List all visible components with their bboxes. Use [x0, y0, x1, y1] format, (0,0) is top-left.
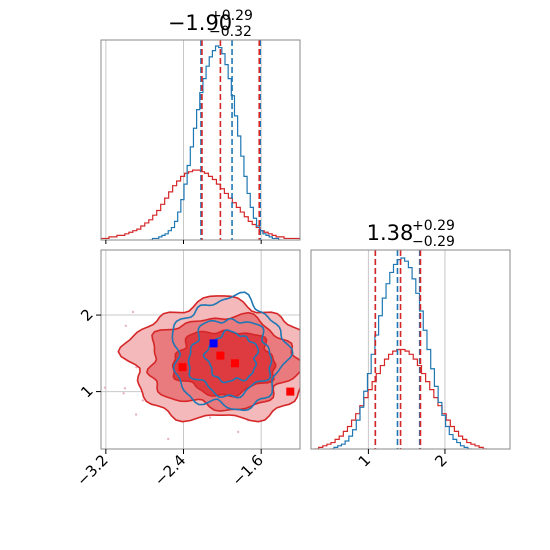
histogram-param1-frame — [100, 39, 301, 241]
x-tick-label: 1 — [355, 451, 374, 470]
scatter-point — [343, 379, 345, 381]
scatter-point — [316, 395, 318, 397]
title-param1-value: −1.90 — [168, 11, 232, 35]
scatter-point — [167, 437, 170, 441]
histogram-panel-param1: −1.90 +0.29 −0.32 — [100, 8, 301, 244]
scatter-point — [208, 416, 212, 419]
histogram-step-blue — [149, 45, 282, 240]
marker-red — [178, 363, 187, 372]
scatter-x-ticks: −3.2 −2.4 −1.6 — [73, 449, 267, 490]
scatter-markers — [178, 339, 295, 396]
scatter-frame — [100, 249, 301, 450]
title-param2: 1.38 — [367, 221, 414, 245]
histogram-step-blue — [330, 257, 472, 449]
scatter-point — [131, 310, 135, 314]
x-tick-label: 2 — [431, 451, 450, 470]
x-tick-label: −2.4 — [151, 451, 189, 489]
scatter-point — [141, 399, 145, 402]
x-tick-label: −1.6 — [229, 451, 267, 489]
scatter-point — [302, 368, 304, 370]
scatter-point — [103, 386, 107, 389]
scatter-point — [305, 378, 307, 380]
title-param2-minus: −0.29 — [412, 234, 455, 250]
title-param2-value: 1.38 — [367, 221, 414, 245]
contour-blue — [171, 291, 294, 412]
histogram-param2-quantiles — [374, 250, 422, 449]
y-tick-label: 1 — [77, 382, 96, 401]
scatter-contours — [117, 291, 300, 423]
histogram-param1-quantiles — [200, 40, 262, 240]
title-param1-minus: −0.32 — [209, 24, 252, 40]
scatter-point — [134, 413, 138, 416]
scatter-point — [323, 352, 325, 354]
title-param2-plus: +0.29 — [412, 218, 455, 234]
histogram-param2-frame — [310, 249, 511, 450]
marker-red — [216, 351, 225, 360]
x-tick-label: −3.2 — [73, 451, 111, 489]
title-param1-plus: +0.29 — [210, 8, 253, 24]
title-param1: −1.90 — [168, 11, 232, 35]
scatter-y-ticks: 12 — [77, 305, 101, 401]
contour-blue — [187, 317, 273, 399]
scatter-panel: −3.2 −2.4 −1.6 12 — [73, 249, 345, 490]
contour-blue — [202, 329, 260, 384]
scatter-point — [329, 347, 331, 349]
histogram-param1-grid — [105, 40, 262, 240]
scatter-point — [123, 387, 127, 390]
y-tick-label: 2 — [77, 305, 96, 324]
scatter-point — [122, 392, 125, 395]
histogram-param1-ticks — [105, 240, 262, 244]
scatter-point — [236, 430, 240, 434]
scatter-point — [124, 324, 128, 327]
histogram-param2-grid — [367, 250, 446, 449]
scatter-point — [340, 385, 342, 387]
marker-blue — [209, 339, 218, 348]
marker-red — [286, 387, 295, 396]
marker-red — [230, 359, 239, 368]
